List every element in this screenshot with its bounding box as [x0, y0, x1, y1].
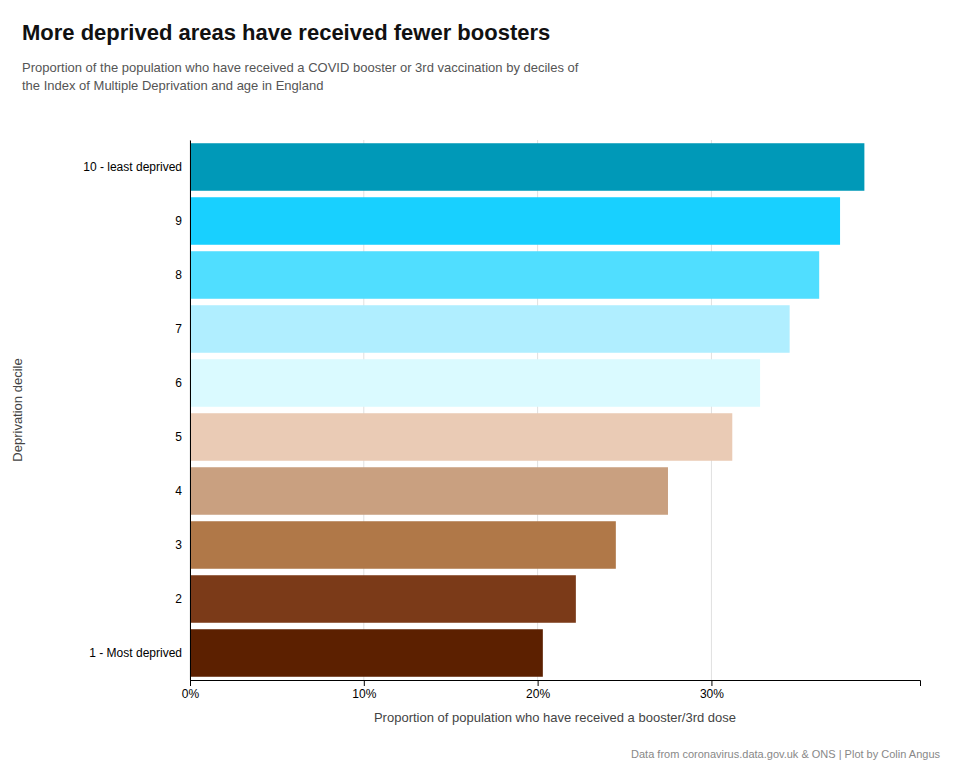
y-tick-label: 4 [175, 484, 182, 498]
plot: 0% 10% 20% 30% 1 - Most deprived 2 3 4 5 6 7 8 9 10 -… [83, 140, 920, 701]
x-tick: 0% [182, 680, 200, 701]
chart: 0% 10% 20% 30% 1 - Most deprived 2 3 4 5 6 7 8 9 10 -… [0, 0, 960, 770]
y-axis-line [190, 141, 191, 681]
y-tick-label: 10 - least deprived [83, 160, 182, 174]
y-tick-label: 1 - Most deprived [89, 646, 182, 660]
x-tick-label: 0% [182, 687, 200, 701]
x-axis-title: Proportion of population who have receiv… [374, 710, 736, 725]
title: More deprived areas have received fewer … [22, 20, 550, 45]
y-tick: 3 [175, 538, 182, 552]
bars [190, 143, 864, 677]
bar [190, 575, 576, 623]
bar [190, 197, 840, 245]
y-tick: 5 [175, 430, 182, 444]
bar [190, 251, 819, 299]
x-tick-label: 10% [352, 687, 376, 701]
x-tick-mark [190, 680, 191, 686]
grid-line [190, 140, 191, 680]
bar [190, 143, 864, 191]
y-tick: 2 [175, 592, 182, 606]
y-tick: 4 [175, 484, 182, 498]
footer: Data from coronavirus.data.gov.uk & ONS … [631, 748, 940, 760]
x-tick-label: 30% [700, 687, 724, 701]
bar [190, 467, 668, 515]
bar [190, 359, 760, 407]
subtitle: Proportion of the population who have re… [22, 60, 579, 93]
y-tick: 6 [175, 376, 182, 390]
x-tick: 10% [352, 680, 376, 701]
y-tick-label: 8 [175, 268, 182, 282]
y-axis: 1 - Most deprived 2 3 4 5 6 7 8 9 10 - least depr… [83, 141, 190, 681]
y-tick-label: 7 [175, 322, 182, 336]
x-tick-mark [711, 680, 712, 686]
y-tick-label: 6 [175, 376, 182, 390]
x-tick: 30% [700, 680, 724, 701]
x-axis: 0% 10% 20% 30% [182, 680, 921, 701]
x-tick-mark [538, 680, 539, 686]
y-tick: 8 [175, 268, 182, 282]
y-tick: 7 [175, 322, 182, 336]
y-axis-title: Deprivation decile [10, 358, 25, 461]
y-tick-label: 5 [175, 430, 182, 444]
y-tick-label: 9 [175, 214, 182, 228]
y-tick: 10 - least deprived [83, 160, 182, 174]
y-tick-label: 2 [175, 592, 182, 606]
x-tick-label: 20% [526, 687, 550, 701]
y-tick: 9 [175, 214, 182, 228]
bar [190, 413, 732, 461]
y-tick: 1 - Most deprived [89, 646, 182, 660]
bar [190, 305, 790, 353]
x-tick-mark [364, 680, 365, 686]
y-tick-label: 3 [175, 538, 182, 552]
x-tick: 20% [526, 680, 550, 701]
bar [190, 521, 616, 569]
x-axis-line [191, 681, 921, 687]
bar [190, 629, 543, 677]
